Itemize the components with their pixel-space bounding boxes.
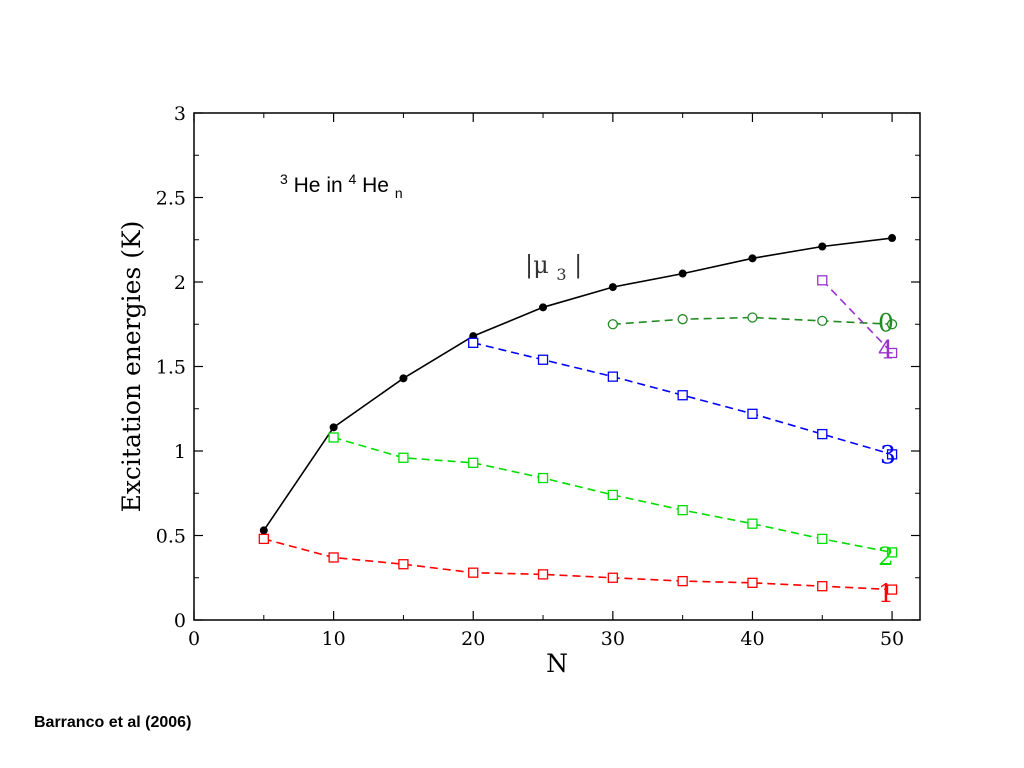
data-point	[817, 581, 828, 592]
x-tick-label: 10	[322, 628, 346, 650]
data-point	[537, 472, 549, 484]
x-tick-label: 30	[601, 628, 625, 650]
data-point	[886, 319, 898, 330]
data-point	[747, 408, 758, 419]
data-point	[678, 269, 687, 278]
data-point	[329, 423, 338, 432]
series-line-5	[263, 538, 893, 591]
data-point	[607, 489, 618, 501]
data-point	[537, 354, 549, 365]
data-point	[607, 371, 618, 382]
data-point	[677, 575, 688, 587]
data-point	[468, 457, 479, 468]
series-label: 3	[880, 440, 896, 469]
mu3-label-close: |	[574, 251, 582, 280]
data-point	[886, 584, 898, 595]
annotation-text-1: He in	[294, 174, 349, 197]
annotation-text-2: He	[362, 174, 389, 197]
x-tick-label: 50	[880, 628, 904, 650]
data-point	[886, 449, 898, 460]
data-point	[817, 275, 828, 286]
series-line-4	[333, 436, 893, 554]
plot-frame	[193, 112, 921, 621]
series-line-2	[821, 279, 893, 354]
mu3-label: |μ 3 |	[525, 251, 582, 286]
data-point	[398, 452, 409, 463]
data-point	[817, 533, 828, 545]
series-line-1	[612, 316, 893, 326]
series-label: 2	[878, 542, 894, 571]
y-tick-label: 3	[174, 103, 186, 125]
data-point	[888, 234, 897, 243]
data-point	[399, 374, 408, 383]
series-label: 0	[878, 309, 894, 338]
data-point	[328, 432, 339, 443]
y-tick-label: 0	[174, 610, 186, 632]
data-point	[468, 337, 479, 348]
data-point	[259, 526, 268, 535]
system-annotation: 3 He in 4 He n	[280, 166, 403, 201]
annotation-subscript: n	[395, 185, 403, 201]
y-tick-label: 2.5	[156, 188, 186, 210]
data-point	[328, 552, 339, 563]
data-point	[608, 283, 617, 292]
data-point	[398, 559, 409, 570]
data-point	[677, 504, 688, 516]
data-point	[537, 569, 549, 580]
annotation-superscript-2: 4	[349, 171, 357, 187]
data-point	[258, 533, 269, 545]
data-point	[817, 315, 828, 327]
x-tick-label: 20	[461, 628, 485, 650]
x-axis-label: N	[546, 649, 568, 678]
series-line-0	[263, 237, 893, 531]
citation: Barranco et al (2006)	[34, 714, 192, 731]
x-tick-label: 40	[740, 628, 764, 650]
y-tick-label: 2	[174, 272, 186, 294]
series-label: 4	[878, 336, 894, 365]
data-point	[747, 577, 758, 588]
data-point	[468, 567, 479, 578]
data-point	[817, 428, 828, 440]
data-point	[748, 254, 757, 263]
series-layer	[258, 234, 898, 595]
y-tick-label: 0.5	[156, 526, 186, 548]
mu3-label-main: |μ	[525, 251, 549, 280]
annotation-superscript-1: 3	[280, 171, 288, 187]
data-point	[677, 314, 688, 325]
data-point	[677, 390, 688, 401]
data-point	[747, 312, 758, 323]
series-label: 1	[878, 579, 894, 608]
data-point	[607, 572, 618, 583]
data-point	[539, 303, 548, 312]
data-point	[886, 547, 898, 558]
y-tick-label: 1.5	[156, 357, 186, 379]
data-point	[607, 319, 618, 330]
x-tick-label: 0	[188, 628, 200, 650]
y-tick-label: 1	[174, 441, 186, 463]
data-point	[886, 347, 898, 359]
series-labels: 04 3 2 1	[878, 309, 896, 608]
data-point	[818, 242, 827, 251]
y-axis-label: Excitation energies (K)	[117, 221, 146, 513]
mu3-label-subscript: 3	[556, 265, 566, 284]
data-point	[747, 518, 758, 529]
